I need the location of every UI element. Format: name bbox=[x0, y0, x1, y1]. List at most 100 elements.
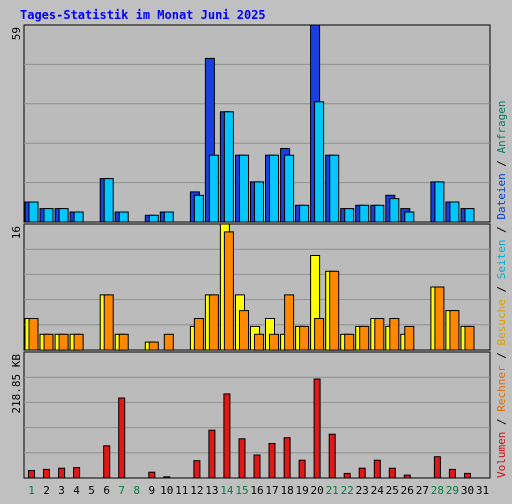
day-label-1: 1 bbox=[28, 484, 35, 497]
day-label-5: 5 bbox=[88, 484, 95, 497]
bar-besuche-day-29 bbox=[449, 310, 460, 351]
bar-dateien-day-1 bbox=[28, 201, 39, 223]
chart-panels: 59 16 218.85 KB bbox=[10, 24, 491, 479]
bar-dateien-day-23 bbox=[359, 204, 370, 223]
bar-besuche-day-19 bbox=[299, 325, 310, 351]
bar-dateien-day-3 bbox=[58, 208, 69, 223]
bar-volumen-day-14 bbox=[223, 393, 231, 479]
day-label-26: 26 bbox=[401, 484, 414, 497]
bar-volumen-day-16 bbox=[253, 454, 261, 479]
bar-volumen-day-17 bbox=[268, 443, 276, 479]
day-label-30: 30 bbox=[461, 484, 474, 497]
day-label-24: 24 bbox=[371, 484, 385, 497]
bar-volumen-day-22 bbox=[343, 472, 351, 479]
day-label-27: 27 bbox=[416, 484, 429, 497]
bar-volumen-day-1 bbox=[28, 470, 35, 479]
day-label-21: 21 bbox=[326, 484, 339, 497]
legend-separator: / bbox=[495, 279, 508, 299]
bar-volumen-day-4 bbox=[73, 467, 81, 479]
legend-text: Volumen / Rechner / Besuche / Seiten / D… bbox=[495, 100, 508, 478]
panel-volume-ymax-label: 218.85 KB bbox=[10, 354, 23, 414]
day-label-17: 17 bbox=[265, 484, 278, 497]
bar-dateien-day-25 bbox=[389, 198, 400, 223]
day-label-15: 15 bbox=[235, 484, 248, 497]
bar-besuche-day-14 bbox=[223, 231, 234, 351]
bar-dateien-day-16 bbox=[254, 181, 264, 223]
legend-item-dateien: Dateien bbox=[495, 173, 508, 219]
bar-dateien-day-20 bbox=[314, 101, 325, 223]
day-label-11: 11 bbox=[175, 484, 188, 497]
series-dateien bbox=[28, 101, 475, 223]
bar-volumen-day-2 bbox=[43, 468, 50, 479]
day-label-10: 10 bbox=[160, 484, 173, 497]
bar-besuche-day-17 bbox=[269, 333, 279, 351]
legend-separator: / bbox=[495, 220, 508, 240]
bar-dateien-day-12 bbox=[193, 194, 204, 223]
bar-dateien-day-7 bbox=[118, 211, 129, 223]
bar-dateien-day-9 bbox=[148, 214, 159, 223]
day-label-14: 14 bbox=[220, 484, 234, 497]
legend-separator: / bbox=[495, 346, 508, 366]
day-label-22: 22 bbox=[341, 484, 354, 497]
bar-besuche-day-22 bbox=[344, 333, 355, 351]
day-label-13: 13 bbox=[205, 484, 218, 497]
bar-dateien-day-26 bbox=[404, 211, 415, 223]
bar-dateien-day-29 bbox=[449, 201, 460, 223]
bar-volumen-day-20 bbox=[313, 378, 321, 479]
bar-dateien-day-30 bbox=[464, 208, 475, 223]
bar-volumen-day-12 bbox=[193, 460, 201, 479]
bar-dateien-day-2 bbox=[43, 208, 54, 223]
day-label-20: 20 bbox=[310, 484, 323, 497]
day-label-18: 18 bbox=[280, 484, 293, 497]
bar-dateien-day-24 bbox=[374, 204, 385, 223]
x-axis-day-labels: 1 2 3 4 5 6 7 8 9 10 11 12 13 14 15 16 17 18 19 20 21 22 23 24 2… bbox=[28, 484, 489, 497]
day-label-23: 23 bbox=[356, 484, 369, 497]
day-label-9: 9 bbox=[148, 484, 155, 497]
day-label-31: 31 bbox=[476, 484, 489, 497]
bar-volumen-day-29 bbox=[448, 468, 456, 479]
legend-item-rechner: Rechner bbox=[495, 365, 508, 412]
legend-separator: / bbox=[495, 412, 508, 432]
bar-besuche-day-16 bbox=[254, 333, 264, 351]
day-label-19: 19 bbox=[295, 484, 308, 497]
bar-volumen-day-28 bbox=[433, 456, 441, 479]
bar-volumen-day-3 bbox=[58, 467, 66, 479]
bar-besuche-day-21 bbox=[329, 270, 340, 351]
bar-dateien-day-22 bbox=[344, 208, 355, 223]
bar-volumen-day-13 bbox=[208, 429, 216, 479]
bar-volumen-day-26 bbox=[403, 474, 411, 479]
day-label-7: 7 bbox=[118, 484, 125, 497]
bar-besuche-day-26 bbox=[404, 325, 415, 351]
legend-separator: / bbox=[495, 153, 508, 173]
day-label-25: 25 bbox=[386, 484, 399, 497]
bar-besuche-day-28 bbox=[434, 286, 445, 351]
bar-dateien-day-19 bbox=[299, 204, 310, 223]
bar-volumen-day-19 bbox=[298, 459, 306, 479]
panel-hits-ymax-label: 59 bbox=[10, 27, 23, 40]
bar-volumen-day-10 bbox=[163, 476, 171, 479]
day-label-3: 3 bbox=[58, 484, 65, 497]
bar-besuche-day-30 bbox=[464, 325, 475, 351]
bar-volumen-day-23 bbox=[358, 467, 366, 479]
bar-besuche-day-4 bbox=[73, 333, 84, 351]
bar-besuche-day-9 bbox=[148, 341, 159, 351]
bar-volumen-day-15 bbox=[238, 438, 246, 479]
panel-visits: 16 bbox=[10, 223, 491, 351]
legend-item-volumen: Volumen bbox=[495, 432, 508, 478]
bar-volumen-day-7 bbox=[118, 397, 126, 479]
day-label-6: 6 bbox=[103, 484, 110, 497]
day-label-8: 8 bbox=[133, 484, 140, 497]
bar-dateien-day-10 bbox=[163, 211, 174, 223]
bar-dateien-day-15 bbox=[239, 154, 249, 223]
panel-volume: 218.85 KB bbox=[10, 351, 491, 479]
bar-besuche-day-20 bbox=[314, 318, 325, 351]
bar-besuche-day-1 bbox=[28, 318, 39, 351]
day-label-28: 28 bbox=[431, 484, 444, 497]
bar-dateien-day-17 bbox=[269, 154, 279, 223]
bar-besuche-day-18 bbox=[284, 294, 295, 351]
bar-besuche-day-3 bbox=[58, 333, 69, 351]
bar-besuche-day-10 bbox=[163, 333, 174, 351]
day-label-16: 16 bbox=[250, 484, 263, 497]
bar-besuche-day-7 bbox=[118, 333, 129, 351]
